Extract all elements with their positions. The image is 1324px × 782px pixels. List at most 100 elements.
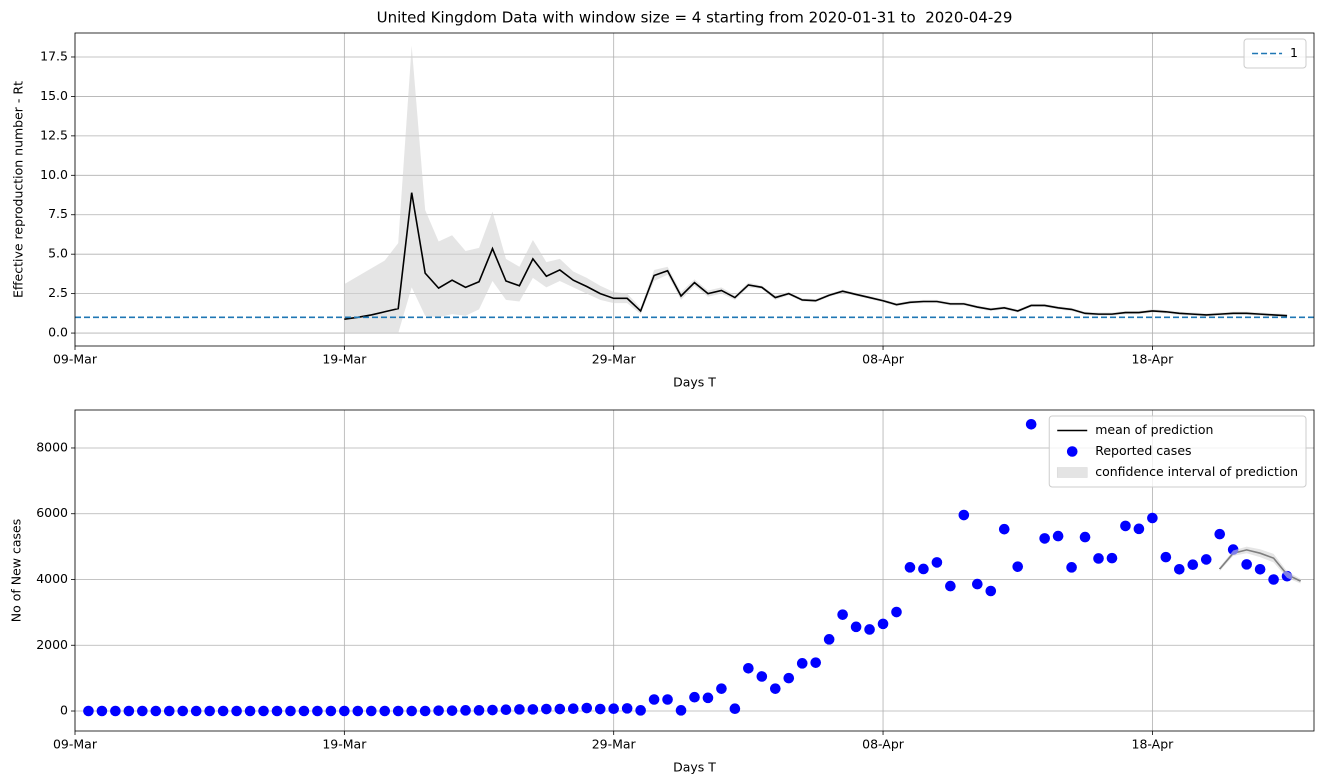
data-point (123, 705, 135, 717)
data-point (379, 705, 391, 717)
data-point (298, 705, 310, 717)
y-tick-label: 17.5 (40, 48, 68, 63)
data-point (541, 703, 552, 715)
data-line (344, 192, 1288, 320)
data-point (756, 671, 768, 682)
x-tick-label: 08-Apr (862, 737, 905, 752)
y-axis-label: Effective reproduction number - Rt (11, 81, 26, 298)
y-tick-label: 7.5 (48, 206, 68, 221)
data-point (918, 563, 929, 575)
y-tick-label: 2000 (36, 637, 68, 652)
data-point (877, 618, 889, 630)
data-point (985, 585, 997, 597)
confidence-band (1219, 546, 1301, 584)
data-point (177, 705, 189, 717)
data-point (850, 621, 862, 633)
data-point (1174, 563, 1185, 575)
data-point (190, 705, 202, 717)
data-point (864, 624, 875, 635)
data-point (96, 705, 108, 717)
subplot: 09-Mar 19-Mar 29-Mar 08-Apr 18-Apr 0 2000 4000 6… (9, 409, 1315, 775)
data-point (352, 705, 364, 717)
legend-symbol (1066, 446, 1078, 457)
y-tick-label: 4000 (36, 571, 68, 586)
data-point (1241, 559, 1252, 570)
data-point (621, 703, 633, 714)
data-point (1268, 574, 1279, 585)
data-point (702, 692, 714, 704)
data-point (1025, 419, 1037, 430)
data-point (339, 705, 350, 717)
data-point (150, 705, 162, 717)
y-tick-label: 10.0 (40, 167, 68, 182)
data-point (837, 609, 848, 620)
data-point (635, 705, 646, 716)
data-point (231, 705, 242, 717)
y-tick-label: 0.0 (48, 325, 68, 340)
data-point (1066, 562, 1077, 573)
legend-label: Reported cases (1095, 443, 1191, 458)
data-point (500, 704, 512, 715)
data-point (433, 705, 444, 716)
x-tick-label: 09-Mar (53, 352, 98, 367)
data-point (594, 703, 606, 715)
data-point (743, 662, 754, 674)
legend-box (1048, 415, 1307, 488)
x-axis-label: Days T (673, 375, 716, 390)
legend-symbol (1056, 467, 1088, 478)
data-point (406, 705, 417, 717)
data-point (783, 672, 795, 684)
data-point (648, 694, 660, 705)
data-point (945, 580, 956, 592)
data-point (1052, 530, 1064, 542)
legend-label: mean of prediction (1095, 422, 1213, 437)
data-point (810, 657, 822, 668)
data-point (473, 705, 485, 716)
data-point (770, 683, 781, 694)
data-point (446, 705, 458, 716)
confidence-band (344, 45, 1288, 334)
y-tick-label: 2.5 (48, 285, 68, 300)
legend-label: 1 (1290, 45, 1298, 60)
data-point (972, 578, 983, 590)
x-axis-label: Days T (673, 760, 716, 775)
data-point (244, 705, 256, 717)
legend-label: confidence interval of prediction (1095, 464, 1298, 479)
data-point (83, 705, 94, 717)
axes-frame (74, 409, 1315, 732)
data-point (1079, 531, 1091, 543)
data-point (1160, 551, 1172, 563)
axes-frame (74, 32, 1315, 347)
data-point (1093, 553, 1104, 564)
data-point (662, 694, 673, 705)
data-point (689, 691, 700, 703)
x-tick-label: 09-Mar (53, 737, 98, 752)
chart-title: United Kingdom Data with window size = 4… (377, 9, 1013, 27)
data-point (716, 683, 727, 694)
data-point (204, 705, 215, 717)
data-point (608, 703, 619, 715)
data-point (729, 703, 741, 715)
x-tick-label: 29-Mar (592, 737, 637, 752)
data-point (110, 705, 121, 717)
data-point (891, 606, 902, 618)
data-point (365, 705, 377, 717)
y-tick-label: 0 (60, 703, 68, 718)
data-point (1120, 520, 1131, 532)
data-point (1254, 563, 1266, 575)
data-point (1200, 554, 1212, 565)
legend: 1 (1243, 38, 1307, 69)
data-point (258, 705, 269, 717)
data-point (958, 509, 970, 521)
data-point (1147, 512, 1158, 524)
data-point (1214, 528, 1226, 540)
data-point (904, 562, 916, 573)
data-point (137, 705, 148, 717)
data-point (527, 704, 539, 715)
y-tick-label: 15.0 (40, 88, 68, 103)
x-tick-label: 18-Apr (1132, 737, 1175, 752)
data-point (796, 658, 808, 669)
data-point (325, 705, 337, 717)
data-point (392, 705, 404, 717)
